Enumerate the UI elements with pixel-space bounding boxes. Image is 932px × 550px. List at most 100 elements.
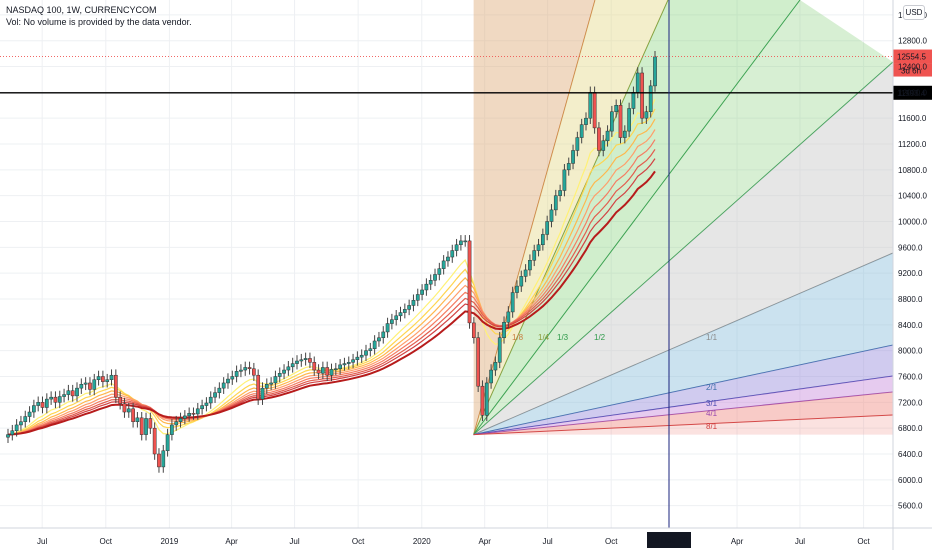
candle-body: [303, 358, 308, 360]
candle-body: [23, 416, 28, 422]
candle-body: [135, 417, 140, 422]
candle-body: [312, 362, 317, 371]
candle-body: [351, 359, 355, 363]
x-tick-label: Oct: [352, 537, 365, 546]
candle-body: [122, 403, 127, 413]
candle-body: [40, 402, 45, 408]
candle-body: [450, 250, 455, 258]
candle-body: [204, 402, 209, 406]
candle-body: [36, 402, 41, 406]
candle-body: [355, 356, 360, 360]
candle-body: [459, 240, 463, 246]
candle-body: [308, 358, 312, 363]
candle-body: [53, 396, 58, 403]
gann-fan-zone: [473, 62, 893, 435]
candle-body: [428, 280, 433, 285]
candle-body: [252, 368, 256, 376]
candle-body: [226, 378, 230, 384]
candle-body: [243, 367, 248, 371]
candle-body: [407, 305, 411, 310]
x-tick-label: Apr: [731, 537, 744, 546]
candle-body: [553, 195, 558, 211]
y-tick-label: 5600.0: [898, 502, 923, 511]
countdown-label: 3d 6h: [901, 67, 921, 76]
candle-body: [584, 117, 588, 125]
candle-body: [66, 390, 71, 395]
last-price-label: 12554.5: [897, 53, 926, 62]
candle-body: [610, 111, 614, 132]
gann-fan-line: [473, 0, 669, 435]
x-tick-label: 2020: [413, 537, 431, 546]
y-tick-label: 7600.0: [898, 373, 923, 382]
candle-body: [170, 424, 174, 435]
candle-body: [96, 376, 101, 380]
candle-body: [515, 285, 519, 293]
y-tick-label: 10400.0: [898, 192, 927, 201]
candle-body: [239, 369, 243, 372]
candle-body: [571, 150, 575, 164]
candle-body: [282, 369, 286, 374]
y-tick-label: 8000.0: [898, 347, 923, 356]
candle-body: [109, 374, 114, 380]
candle-body: [295, 360, 299, 364]
gann-fan-line: [473, 252, 894, 436]
y-tick-label: 12800.0: [898, 37, 927, 46]
candle-body: [497, 337, 502, 363]
gann-fan-line: [473, 414, 894, 436]
candle-body: [126, 408, 131, 413]
candle-body: [644, 111, 649, 119]
candle-body: [342, 363, 347, 366]
currency-badge[interactable]: USD: [903, 5, 925, 20]
candle-body: [653, 56, 657, 87]
candle-body: [49, 396, 53, 400]
candle-body: [316, 369, 321, 374]
candle-body: [178, 418, 183, 422]
candle-body: [592, 92, 597, 129]
candle-body: [506, 311, 511, 323]
candle-body: [174, 421, 179, 426]
candle-body: [640, 72, 644, 119]
candle-body: [208, 396, 213, 404]
candle-body: [502, 322, 506, 339]
y-tick-label: 10000.0: [898, 218, 927, 227]
gann-fan-zone: [473, 345, 893, 435]
candle-body: [635, 72, 640, 93]
y-tick-label: 6400.0: [898, 450, 923, 459]
candle-body: [519, 276, 524, 287]
candle-body: [420, 289, 424, 295]
crosshair-vertical-line: 28 Dec '20: [647, 0, 691, 548]
gann-fan-line: [473, 344, 894, 436]
candle-body: [182, 415, 187, 419]
candle-body: [467, 240, 472, 324]
y-tick-label: 10800.0: [898, 166, 927, 175]
candle-body: [200, 405, 204, 410]
candle-body: [346, 362, 351, 364]
candle-body: [10, 430, 15, 435]
candle-body: [601, 140, 606, 151]
candle-body: [230, 376, 235, 380]
candle-body: [273, 376, 278, 384]
y-tick-label: 8800.0: [898, 295, 923, 304]
gann-fan-line: [473, 61, 894, 435]
candle-body: [75, 387, 79, 397]
x-tick-label: Jul: [795, 537, 805, 546]
candle-body: [277, 373, 282, 377]
candle-body: [562, 169, 567, 191]
candle-body: [377, 337, 381, 342]
candle-body: [471, 322, 476, 339]
candle-body: [333, 368, 338, 371]
hline-price-box: [893, 85, 932, 100]
x-tick-label: Jul: [542, 537, 552, 546]
candle-body: [476, 337, 481, 387]
gann-fan-zone: [473, 392, 893, 435]
candle-body: [532, 250, 537, 261]
candle-body: [627, 108, 631, 132]
candle-body: [549, 209, 554, 222]
candle-body: [88, 382, 92, 390]
candle-body: [157, 453, 161, 468]
gann-fan-zone: [473, 253, 893, 435]
candle-body: [101, 376, 105, 382]
candle-body: [234, 371, 239, 377]
candle-body: [631, 92, 636, 109]
